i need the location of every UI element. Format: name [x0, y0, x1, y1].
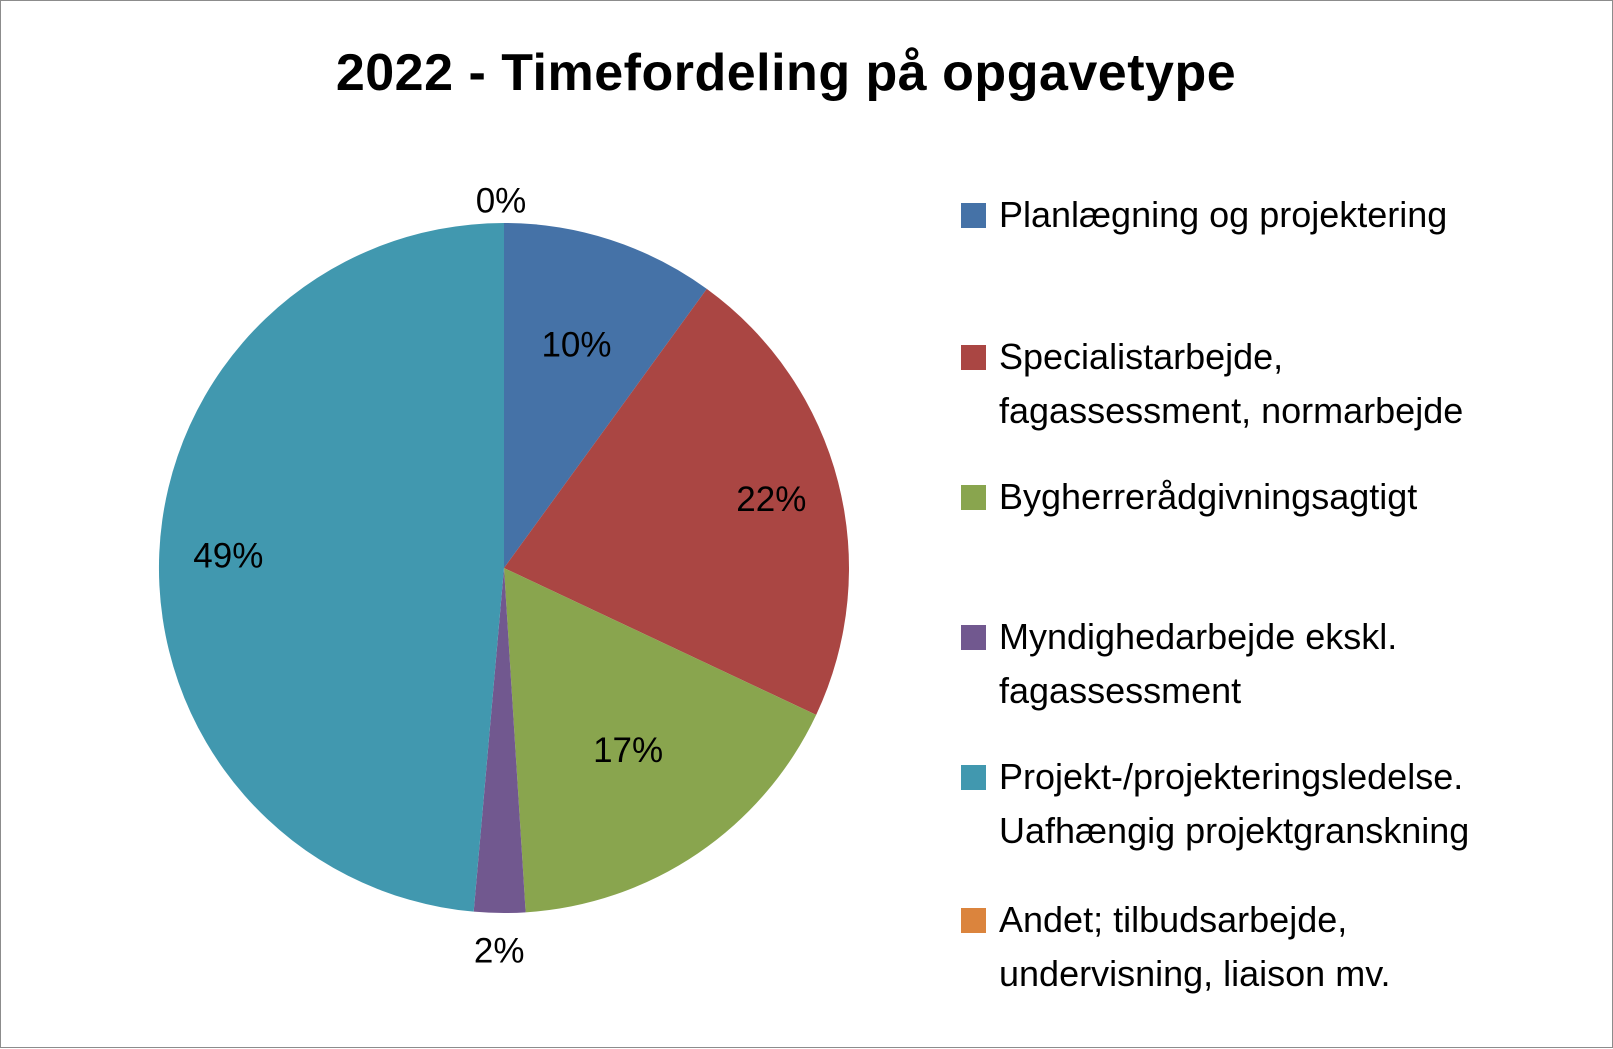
pie-slice	[504, 568, 817, 913]
slice-value-label: 0%	[476, 182, 527, 221]
legend-label: Specialistarbejde,	[999, 336, 1284, 377]
legend-swatch	[961, 625, 986, 650]
legend-label: Myndighedarbejde ekskl.	[999, 616, 1398, 657]
pie-chart: 10% 22% 17% 2% 49% 0%	[158, 182, 850, 971]
legend-label: Andet; tilbudsarbejde,	[999, 899, 1348, 940]
pie-slice	[504, 222, 707, 568]
legend-label: Projekt-/projekteringsledelse.	[999, 756, 1464, 797]
legend-label: undervisning, liaison mv.	[999, 953, 1391, 994]
slice-value-label: 17%	[593, 731, 663, 770]
chart-legend: Planlægning og projektering Specialistarb…	[961, 1, 1601, 1049]
legend-label: fagassessment	[999, 670, 1242, 711]
legend-swatch	[961, 765, 986, 790]
legend-label: Uafhængig projektgranskning	[999, 810, 1470, 851]
legend-label: fagassessment, normarbejde	[999, 390, 1464, 431]
legend-label: Planlægning og projektering	[999, 194, 1448, 235]
legend-swatch	[961, 345, 986, 370]
legend-swatch	[961, 485, 986, 510]
pie-slice	[158, 223, 504, 912]
slice-value-label: 22%	[736, 480, 806, 519]
pie-slice	[504, 288, 850, 715]
chart-title: 2022 - Timefordeling på opgavetype	[335, 44, 1237, 102]
legend-label: Bygherrerådgivningsagtigt	[999, 476, 1418, 517]
legend-swatch	[961, 203, 986, 228]
slice-value-label: 10%	[541, 325, 611, 364]
slice-value-label: 49%	[193, 536, 263, 575]
slice-value-label: 2%	[474, 932, 525, 971]
legend-swatch	[961, 908, 986, 933]
pie-slice	[473, 568, 526, 914]
